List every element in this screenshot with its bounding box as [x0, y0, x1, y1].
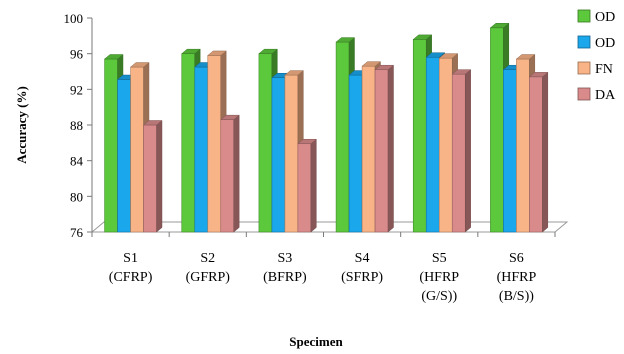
legend-label: OD — [595, 10, 615, 25]
bar-top — [528, 72, 549, 78]
bar — [142, 119, 163, 233]
legend-label: FN — [595, 62, 613, 77]
bar-front — [503, 69, 517, 233]
y-tick-label: 92 — [70, 82, 83, 97]
bar-top — [297, 138, 318, 144]
bar-front — [361, 65, 376, 233]
bar-top — [361, 61, 382, 67]
legend-swatch — [577, 61, 591, 75]
bar-front — [117, 79, 131, 233]
legend: OD OD FN DA — [577, 9, 616, 103]
bar-top — [181, 48, 201, 54]
bar — [220, 114, 240, 233]
x-tick-label: (B/S)) — [499, 289, 534, 304]
bar-top — [451, 69, 472, 75]
legend-swatch — [577, 87, 591, 101]
bar-side — [233, 114, 240, 233]
y-tick-label: 96 — [70, 47, 84, 62]
x-tick-label: S2 — [200, 251, 215, 266]
legend-swatch — [577, 9, 591, 23]
bar-side — [465, 69, 471, 233]
bar-top — [207, 50, 227, 56]
x-tick-label: S6 — [509, 251, 524, 266]
bar-front — [220, 119, 235, 233]
bar-front — [207, 55, 222, 233]
x-tick-label: (CFRP) — [109, 270, 153, 285]
y-axis-title: Accuracy (%) — [14, 86, 29, 164]
bar-front — [143, 124, 157, 233]
bar-front — [516, 58, 530, 233]
x-tick-label: (SFRP) — [341, 270, 383, 285]
bar-top — [284, 70, 305, 76]
x-tick-label: S3 — [278, 251, 293, 266]
bar-side — [156, 119, 163, 233]
bar-front — [412, 39, 427, 233]
y-tick-label: 100 — [64, 11, 84, 26]
bar — [451, 69, 472, 233]
x-tick-label: (GFRP) — [186, 270, 231, 285]
bar-front — [348, 74, 363, 233]
x-tick-label: S5 — [432, 251, 447, 266]
x-tick-label: S4 — [355, 251, 370, 266]
bar-top — [142, 120, 163, 126]
bar — [374, 64, 395, 233]
bar-front — [258, 53, 273, 233]
y-tick-label: 84 — [70, 154, 84, 169]
bar-front — [181, 53, 196, 233]
bar-top — [220, 114, 240, 120]
x-tick-label: (HFRP — [497, 270, 537, 285]
y-tick-label: 80 — [70, 189, 83, 204]
bar-front — [451, 73, 466, 233]
bar-front — [284, 74, 299, 233]
bar-top — [374, 64, 395, 70]
bar-front — [130, 66, 144, 233]
bar-front — [297, 143, 312, 233]
bar-top — [489, 23, 510, 29]
bar — [297, 138, 318, 233]
bar-side — [542, 71, 549, 233]
bar — [528, 71, 549, 233]
bar-top — [515, 54, 536, 60]
bar-front — [490, 27, 504, 233]
bar-front — [104, 58, 118, 233]
bar-top — [258, 48, 279, 54]
bar-front — [425, 56, 440, 233]
bar-front — [529, 76, 543, 233]
bar-side — [387, 64, 394, 233]
bar-front — [271, 77, 286, 233]
bar-front — [335, 41, 350, 233]
bar-top — [103, 54, 124, 60]
bar-top — [425, 52, 446, 58]
x-tick-label: (HFRP — [419, 270, 459, 285]
bar-top — [412, 34, 433, 40]
bar-top — [438, 53, 459, 59]
bar-front — [194, 66, 209, 233]
y-tick-label: 76 — [70, 225, 84, 240]
y-tick-label: 88 — [70, 118, 83, 133]
legend-swatch — [577, 35, 591, 49]
tick-labels: 76 80 84 88 92 96 100 S1 (CFRP) S2 (GFRP) S3 (BFRP) S… — [64, 11, 537, 304]
x-tick-label: S1 — [123, 251, 138, 266]
bar-front — [438, 57, 453, 233]
legend-label: DA — [595, 88, 616, 103]
x-tick-label: (BFRP) — [263, 270, 307, 285]
legend-label: OD — [595, 36, 615, 51]
bar-front — [374, 69, 389, 233]
bars — [103, 22, 549, 233]
x-tick-label: (G/S)) — [421, 289, 457, 304]
bar-side — [310, 138, 317, 233]
x-axis-title: Specimen — [289, 334, 343, 349]
bar-top — [335, 37, 356, 43]
bar-top — [129, 62, 150, 68]
